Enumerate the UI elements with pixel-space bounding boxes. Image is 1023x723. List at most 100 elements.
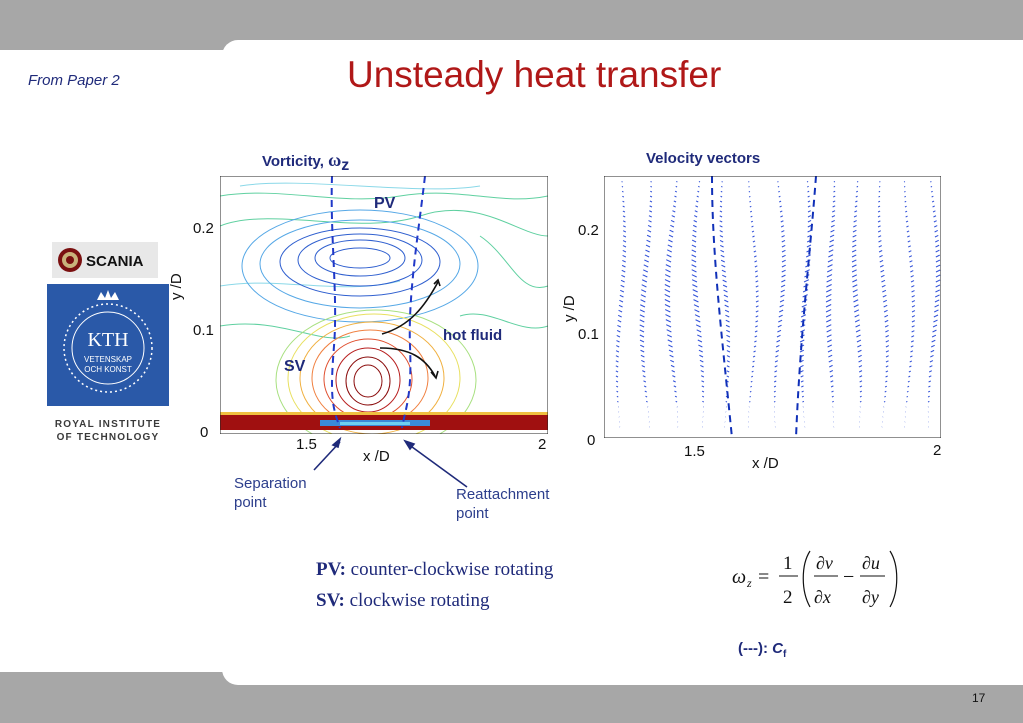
velocity-vector (773, 385, 777, 388)
velocity-vector (669, 354, 674, 358)
velocity-vector (885, 365, 889, 368)
velocity-vector (885, 329, 889, 333)
velocity-vector (753, 250, 757, 253)
velocity-vector (755, 310, 759, 313)
velocity-vector (671, 215, 676, 218)
velocity-vector (672, 205, 676, 208)
velocity-vector (807, 234, 812, 238)
velocity-vector (692, 294, 699, 298)
velocity-vector (751, 370, 754, 373)
velocity-vector (831, 219, 835, 223)
velocity-vector (755, 325, 758, 328)
velocity-vector (911, 310, 916, 313)
velocity-vector (911, 320, 915, 323)
velocity-vector (774, 365, 778, 368)
velocity-vector (800, 365, 804, 368)
pv-text: counter-clockwise rotating (345, 559, 554, 580)
velocity-vector (879, 264, 884, 268)
velocity-vector (752, 360, 755, 363)
velocity-vector (725, 314, 730, 318)
velocity-vector (720, 190, 723, 193)
velocity-vector (641, 365, 646, 368)
reattachment-line-1: Reattachment (456, 486, 550, 503)
velocity-vector (829, 364, 833, 368)
velocity-vector (807, 200, 811, 203)
velocity-vector (692, 224, 697, 228)
velocity-vector (754, 335, 758, 338)
velocity-vector (935, 239, 939, 243)
cf-prefix: (---): (738, 640, 773, 657)
velocity-vector (616, 395, 619, 398)
velocity-vector (777, 185, 780, 188)
velocity-vector (804, 269, 810, 273)
velocity-vector (640, 299, 646, 303)
velocity-vector (615, 380, 619, 383)
velocity-vector (905, 401, 908, 403)
velocity-vector (649, 205, 653, 208)
velocity-vector (778, 190, 780, 193)
velocity-vector (781, 230, 785, 233)
velocity-vector (670, 219, 675, 223)
velocity-vector (693, 220, 698, 223)
velocity-vector (698, 349, 703, 353)
velocity-vector (621, 264, 626, 268)
velocity-vector (754, 265, 758, 268)
velocity-vector (619, 294, 624, 298)
velocity-vector (909, 260, 913, 263)
velocity-vector (748, 191, 751, 193)
velocity-vector (752, 235, 755, 238)
reattachment-line-2: point (456, 505, 489, 522)
velocity-vector (666, 329, 672, 333)
velocity-vector (781, 264, 786, 268)
velocity-vector (779, 210, 783, 213)
velocity-vector (854, 314, 860, 318)
velocity-vector (933, 314, 939, 318)
kth-text: KTH (87, 329, 128, 351)
velocity-vector (878, 185, 881, 188)
velocity-vector (779, 304, 784, 308)
velocity-vector (719, 225, 723, 228)
velocity-vector (853, 215, 858, 218)
velocity-vector (882, 289, 887, 293)
omega-subscript: z (341, 157, 350, 174)
velocity-vector (723, 294, 729, 298)
velocity-vector (851, 274, 858, 278)
velocity-vector (622, 215, 626, 218)
velocity-vector (882, 294, 887, 298)
institute-line-2: OF TECHNOLOGY (56, 432, 160, 443)
velocity-vector (722, 279, 727, 283)
velocity-vector (800, 329, 806, 333)
velocity-vector (672, 375, 676, 378)
velocity-vector (664, 279, 671, 283)
velocity-vector (622, 245, 627, 248)
velocity-vector (910, 280, 915, 283)
velocity-vector (932, 205, 935, 208)
velocity-vector (620, 279, 625, 283)
velocity-vector (806, 181, 809, 183)
velocity-vector (807, 185, 809, 188)
velocity-vector (751, 365, 755, 368)
velocity-vector (755, 305, 759, 308)
velocity-vector (884, 324, 889, 328)
velocity-vector (807, 220, 812, 223)
velocity-vector (911, 330, 915, 333)
velocity-vector (697, 339, 703, 343)
velocity-vector (694, 215, 698, 218)
velocity-vector (621, 190, 624, 193)
velocity-vector (935, 284, 941, 288)
velocity-vector (877, 205, 881, 208)
velocity-vector (668, 349, 674, 353)
velocity-vector (933, 215, 937, 218)
velocity-vector (641, 279, 648, 283)
velocity-vector (851, 259, 857, 263)
velocity-vector (904, 190, 906, 193)
pv-definition: PV: counter-clockwise rotating (316, 554, 553, 585)
velocity-vector (907, 240, 911, 243)
vel-xlabel: x /D (752, 455, 779, 472)
velocity-vector (719, 230, 723, 233)
velocity-vector (878, 200, 881, 203)
velocity-vector (851, 249, 857, 253)
velocity-vector (856, 339, 862, 343)
velocity-vector (885, 375, 888, 378)
velocity-vector (877, 210, 881, 213)
